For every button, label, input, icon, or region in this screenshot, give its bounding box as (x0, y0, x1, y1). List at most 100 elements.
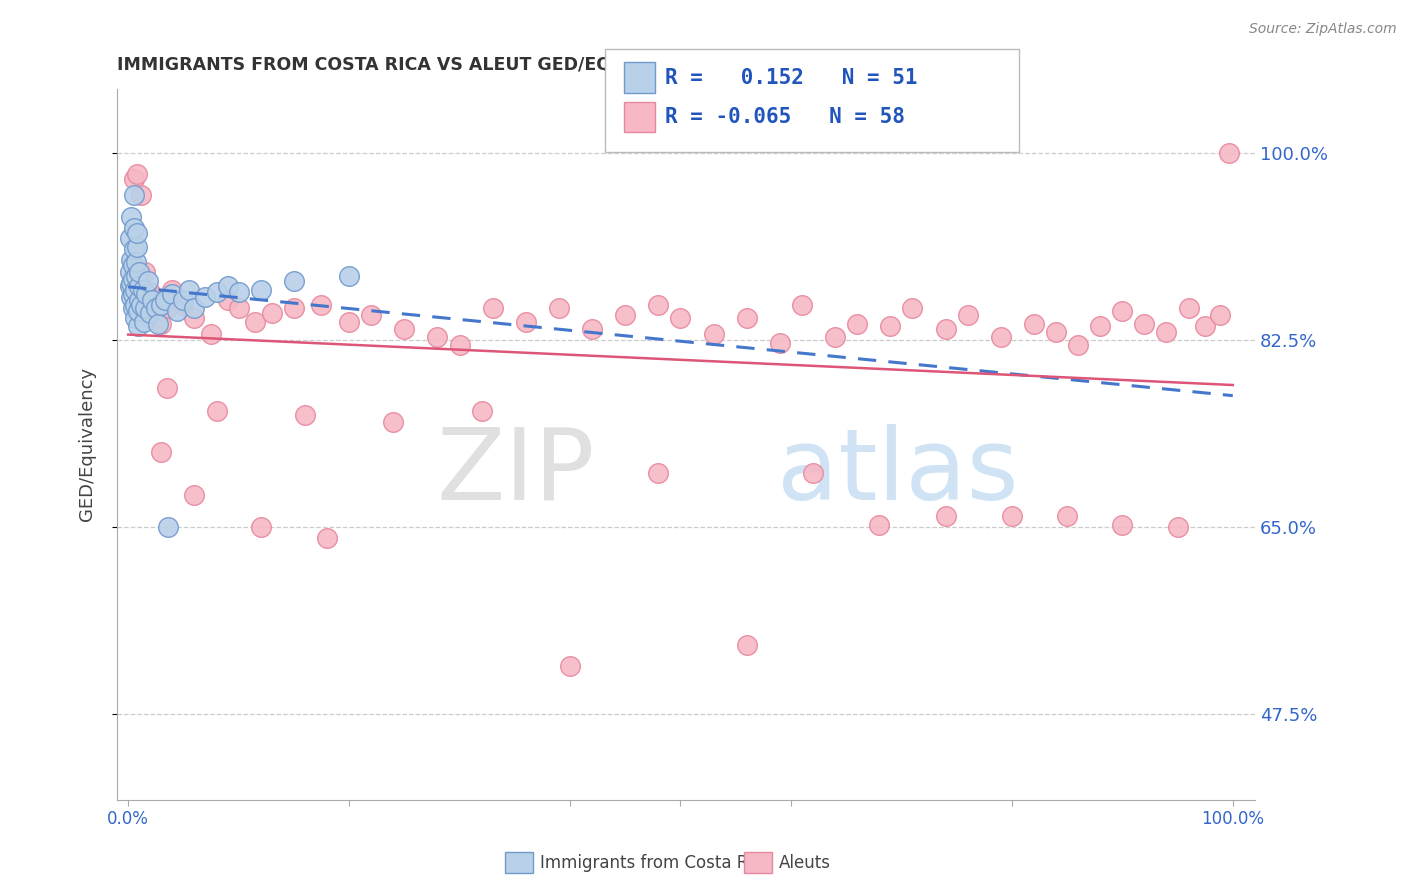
Point (172, 297, 194, 311)
Point (122, 172, 145, 186)
Point (337, 268, 360, 283)
Point (125, 167, 148, 181)
Point (558, 659, 581, 673)
Point (122, 188, 145, 202)
Point (200, 327, 222, 342)
Point (141, 293, 163, 308)
Point (121, 301, 143, 315)
Point (1111, 304, 1133, 318)
Point (360, 308, 382, 322)
Text: atlas: atlas (778, 424, 1018, 521)
Point (647, 467, 669, 481)
Point (337, 315, 360, 329)
Point (128, 301, 150, 315)
Point (249, 283, 271, 297)
Point (122, 242, 145, 256)
Point (156, 520, 179, 534)
Text: R = -0.065   N = 58: R = -0.065 N = 58 (665, 107, 905, 127)
Point (120, 231, 142, 245)
Point (1090, 318, 1112, 333)
Point (177, 283, 200, 297)
Point (790, 297, 813, 311)
Point (156, 301, 179, 315)
Point (145, 301, 167, 315)
Point (735, 638, 758, 652)
Point (1133, 317, 1156, 331)
Point (127, 304, 149, 318)
Point (703, 327, 725, 342)
Point (136, 274, 159, 288)
Point (1001, 509, 1024, 524)
Text: R =   0.152   N = 51: R = 0.152 N = 51 (665, 68, 918, 87)
Point (121, 258, 143, 272)
Point (1177, 301, 1199, 315)
Point (121, 210, 143, 224)
Point (735, 311, 758, 326)
Point (166, 304, 188, 318)
Point (217, 279, 239, 293)
Text: ZIP: ZIP (437, 424, 595, 521)
Point (162, 286, 184, 301)
Point (990, 329, 1012, 343)
Point (153, 293, 176, 308)
Point (124, 283, 146, 297)
Point (121, 252, 143, 267)
Point (121, 286, 143, 301)
Point (647, 297, 669, 311)
Point (311, 297, 333, 311)
Point (228, 285, 250, 299)
Point (1045, 326, 1067, 340)
Point (1167, 520, 1189, 534)
Point (382, 415, 405, 429)
Y-axis label: GED/Equivalency: GED/Equivalency (79, 367, 96, 521)
Point (183, 311, 205, 326)
Point (162, 283, 184, 297)
Point (122, 220, 145, 235)
Point (121, 290, 143, 304)
Point (868, 517, 890, 532)
Point (1218, 145, 1240, 160)
Point (471, 404, 494, 418)
Point (1208, 308, 1230, 322)
Point (139, 306, 162, 320)
Text: Source: ZipAtlas.com: Source: ZipAtlas.com (1249, 22, 1396, 37)
Point (194, 290, 217, 304)
Point (127, 318, 149, 333)
Point (614, 308, 637, 322)
Point (135, 286, 157, 301)
Point (956, 308, 979, 322)
Point (121, 272, 143, 286)
Point (134, 301, 156, 315)
Point (801, 467, 824, 481)
Point (131, 297, 153, 311)
Point (548, 301, 571, 315)
Point (124, 311, 146, 326)
Point (846, 317, 869, 331)
Point (1022, 317, 1045, 331)
Point (217, 293, 239, 308)
Point (394, 322, 416, 336)
Point (935, 509, 957, 524)
Point (1067, 338, 1090, 352)
Point (243, 315, 266, 329)
Point (481, 301, 503, 315)
Point (205, 285, 228, 299)
Point (901, 301, 924, 315)
Point (139, 285, 162, 299)
Point (1111, 517, 1133, 532)
Point (134, 265, 156, 279)
Point (125, 254, 148, 268)
Point (120, 265, 142, 279)
Point (132, 315, 155, 329)
Point (316, 531, 339, 545)
Point (260, 306, 283, 320)
Text: IMMIGRANTS FROM COSTA RICA VS ALEUT GED/EQUIVALENCY CORRELATION CHART: IMMIGRANTS FROM COSTA RICA VS ALEUT GED/… (117, 55, 935, 73)
Text: Aleuts: Aleuts (779, 854, 831, 871)
Point (145, 293, 167, 308)
Point (146, 317, 169, 331)
Point (150, 297, 173, 311)
Point (824, 329, 846, 343)
Point (150, 317, 173, 331)
Point (426, 329, 449, 343)
Point (131, 188, 153, 202)
